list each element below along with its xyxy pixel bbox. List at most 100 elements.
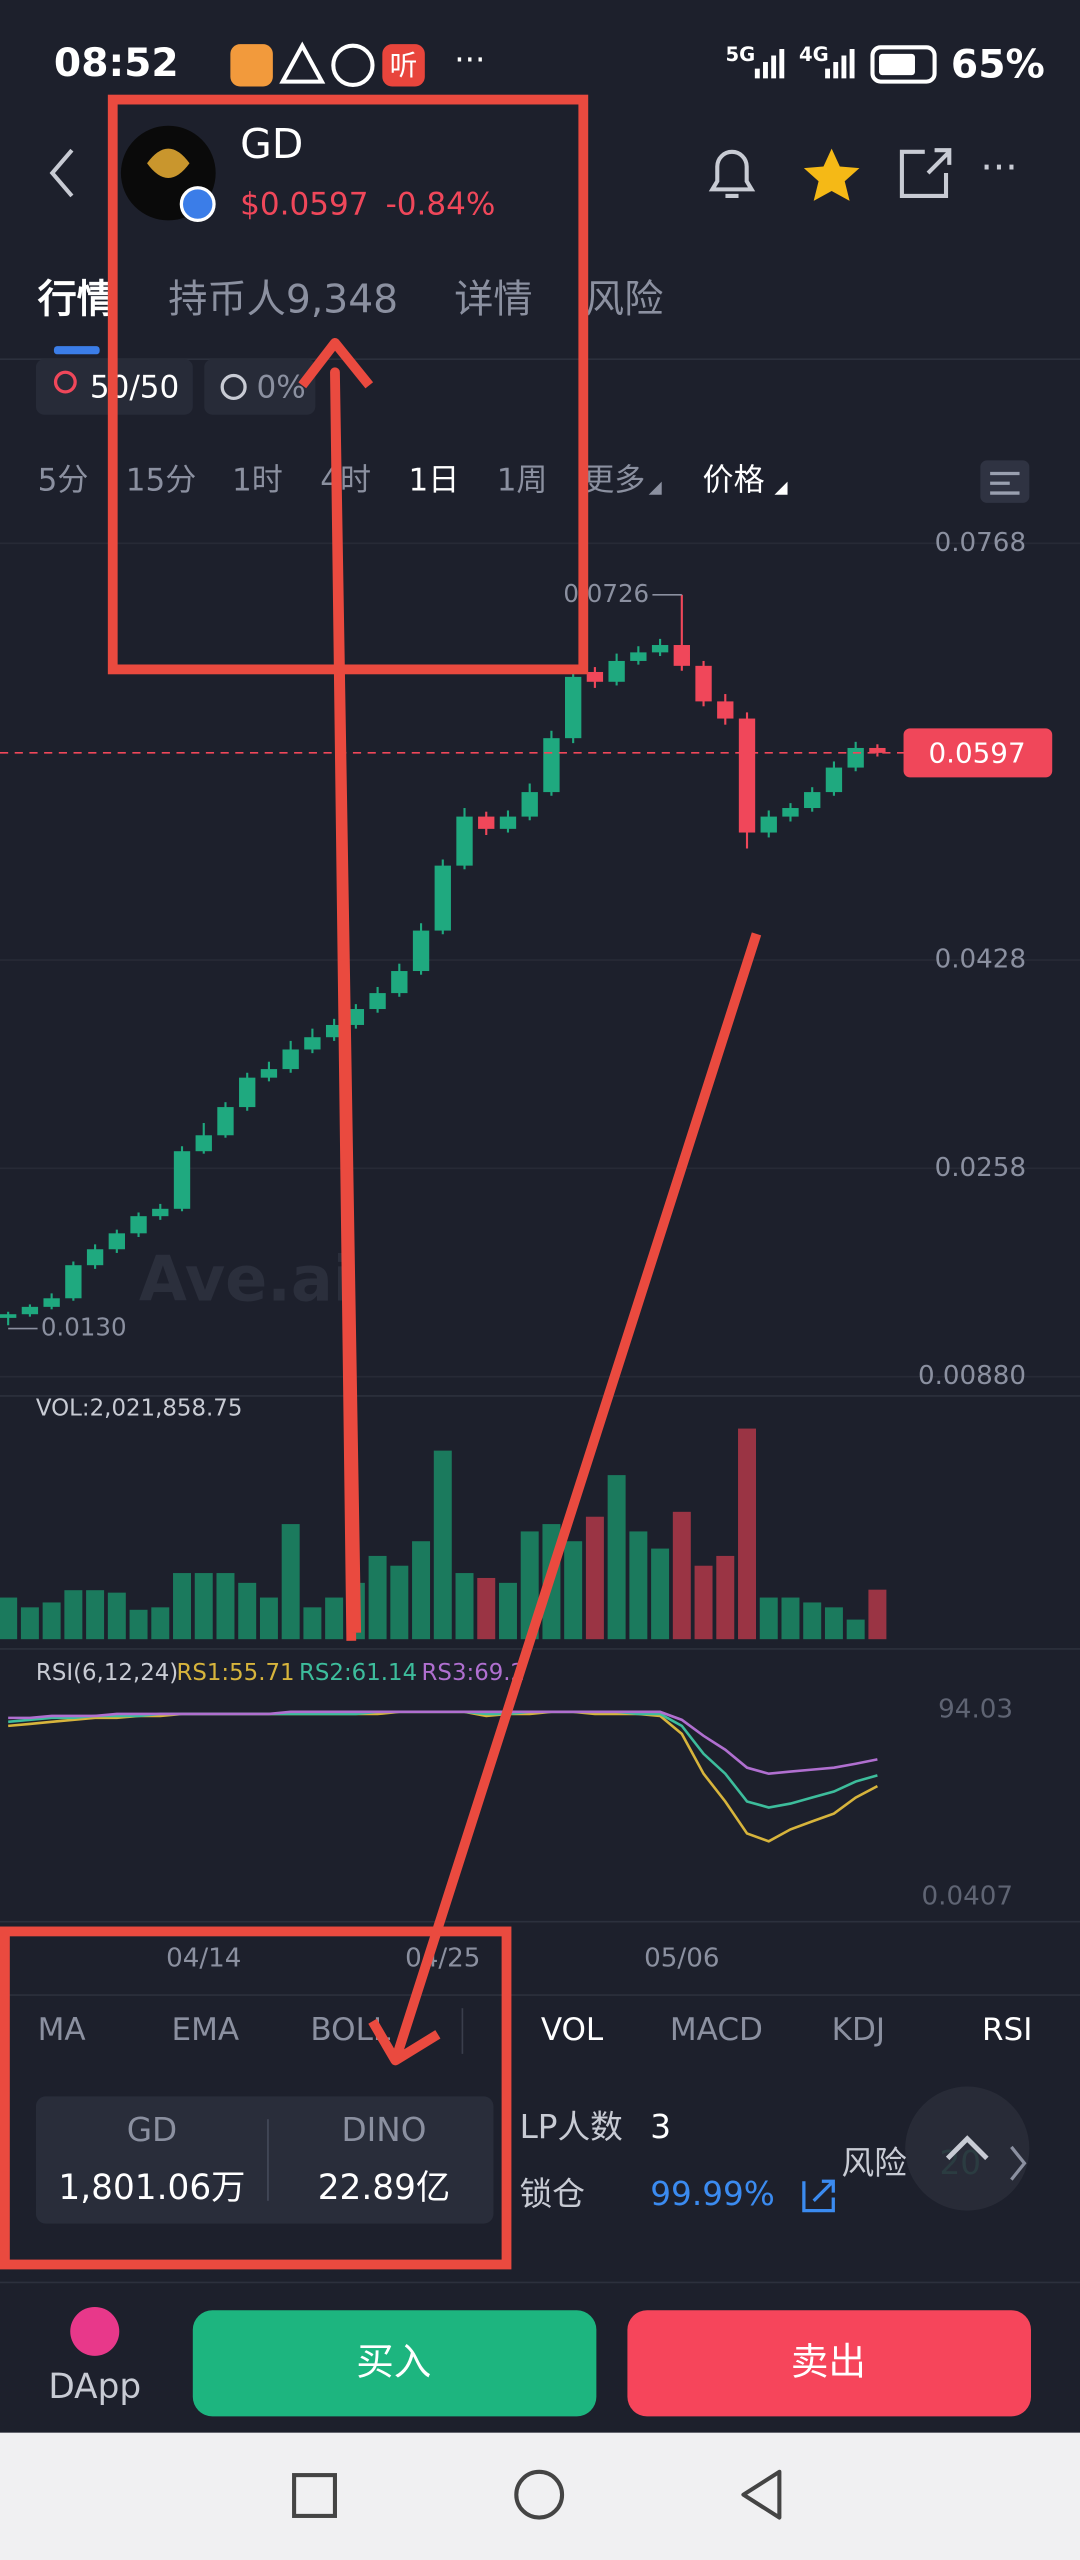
interval-tab[interactable]: 1时 <box>232 463 283 499</box>
candle-body <box>282 1049 299 1070</box>
tab[interactable]: 风险 <box>585 278 663 323</box>
app-icon <box>230 44 273 87</box>
sell-label[interactable]: 卖出 <box>791 2340 866 2384</box>
volume-bar <box>781 1597 800 1640</box>
volume-bar <box>759 1597 778 1640</box>
candle-body <box>239 1077 256 1108</box>
volume-bar <box>607 1475 626 1640</box>
candle-body <box>108 1233 125 1250</box>
min-marker-label: 0.0130 <box>41 1313 127 1342</box>
favorite-button[interactable] <box>803 148 860 201</box>
back-button[interactable] <box>49 148 74 198</box>
volume-bar <box>20 1607 39 1640</box>
buy-button[interactable] <box>192 2310 597 2417</box>
candle-body <box>738 718 756 833</box>
volume-bar <box>672 1511 691 1640</box>
candle-body <box>65 1265 82 1299</box>
volume-bar <box>412 1541 431 1640</box>
interval-tab[interactable]: 4时 <box>320 463 371 499</box>
candle-body <box>0 1314 17 1318</box>
lp-label: LP人数 <box>520 2108 623 2146</box>
x-tick-label: 04/14 <box>166 1944 241 1974</box>
interval-tab[interactable]: 价格 <box>703 463 765 499</box>
interval-bar: 5分 15分 1时 4时 1日 1周 更多 价格 <box>38 463 788 499</box>
share-button[interactable] <box>899 148 952 198</box>
candle-body <box>325 1024 343 1038</box>
interval-tab[interactable]: 5分 <box>38 463 89 499</box>
settings-icon <box>990 471 1020 495</box>
battery-level <box>879 53 915 76</box>
tab-indicator <box>53 346 100 355</box>
volume-bar <box>868 1589 887 1640</box>
tab[interactable]: 行情 <box>38 278 116 323</box>
badge-icon <box>53 370 77 394</box>
candle-body <box>564 676 582 739</box>
candle-body <box>608 660 625 682</box>
y-tick-label: 0.0407 <box>922 1882 1013 1912</box>
alert-button[interactable] <box>708 149 756 198</box>
legend-entry: RS2:61.14 <box>299 1660 417 1686</box>
annotation-arrow <box>298 337 374 1641</box>
scroll-top-button[interactable] <box>905 2086 1030 2211</box>
more-button[interactable]: ··· <box>980 145 1017 190</box>
link-icon[interactable] <box>802 2179 835 2213</box>
volume-bar <box>194 1573 213 1640</box>
pool-card <box>35 2096 494 2224</box>
candle-body <box>347 1009 365 1025</box>
tab[interactable]: 详情 <box>454 278 532 323</box>
candle-body <box>847 747 864 768</box>
chain-badge <box>179 186 216 223</box>
indicator-tab[interactable]: RSI <box>982 2012 1032 2048</box>
status-icon <box>331 43 375 87</box>
dapp-icon[interactable] <box>70 2306 120 2356</box>
candle-body <box>673 645 690 666</box>
nav-back[interactable] <box>741 2469 782 2520</box>
sell-button[interactable] <box>627 2310 1031 2417</box>
indicator-tab[interactable]: MA <box>38 2012 86 2048</box>
candle-body <box>651 645 669 653</box>
interval-tab[interactable]: 1日 <box>408 463 459 499</box>
rsi-line <box>8 1710 878 1776</box>
candle-body <box>152 1208 169 1217</box>
indicator-tab[interactable]: MACD <box>670 2012 763 2048</box>
indicator-tab[interactable]: KDJ <box>832 2012 885 2048</box>
price-change: -0.84% <box>386 187 496 223</box>
network-label: 5G <box>725 43 755 66</box>
candle-body <box>825 767 843 793</box>
candle-body <box>195 1135 212 1152</box>
candle-body <box>521 792 538 817</box>
battery-percent: 65% <box>951 42 1045 87</box>
pool-token: DINO <box>341 2111 426 2149</box>
interval-tab[interactable]: 1周 <box>497 463 548 499</box>
tab[interactable]: 持币人9,348 <box>168 278 398 323</box>
network-label: 4G <box>799 43 829 66</box>
candle-body <box>86 1249 104 1266</box>
interval-tab[interactable]: 15分 <box>126 463 197 499</box>
nav-home[interactable] <box>514 2469 565 2520</box>
candle-body <box>717 701 734 719</box>
candle-body <box>260 1069 278 1078</box>
lock-label: 锁仓 <box>520 2175 585 2213</box>
indicator-tab[interactable]: EMA <box>172 2012 240 2048</box>
token-symbol: GD <box>240 120 303 168</box>
watermark: Ave.ai <box>139 1242 354 1315</box>
candle-body <box>760 816 777 833</box>
volume-bar <box>368 1555 387 1640</box>
token-price: $0.0597 <box>240 187 368 223</box>
annotation-box <box>107 94 589 675</box>
last-price-label: 0.0597 <box>928 737 1025 770</box>
volume-bar <box>281 1524 300 1640</box>
nav-recent[interactable] <box>292 2473 337 2518</box>
candle-body <box>695 665 712 702</box>
avatar-art <box>147 148 190 178</box>
volume-bar <box>0 1597 18 1640</box>
badge-icon <box>220 373 247 400</box>
badge <box>204 359 316 415</box>
dapp-label[interactable]: DApp <box>48 2367 141 2407</box>
indicator-tab[interactable]: VOL <box>541 2012 604 2048</box>
interval-tab[interactable]: 更多 <box>583 463 645 499</box>
volume-bar <box>716 1555 735 1640</box>
volume-bar <box>455 1573 474 1640</box>
buy-label[interactable]: 买入 <box>356 2340 431 2384</box>
annotation-arrow <box>368 932 762 2066</box>
